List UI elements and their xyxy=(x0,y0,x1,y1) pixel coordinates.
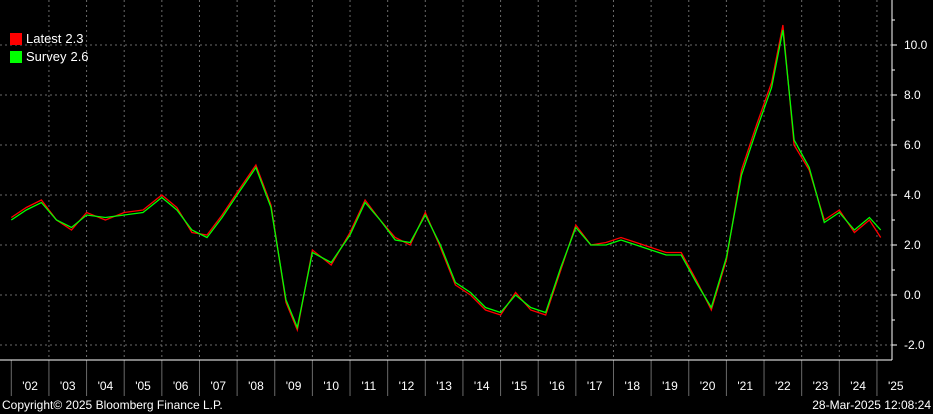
y-tick-label: 6.0 xyxy=(904,138,921,152)
legend-item-latest: Latest 2.3 xyxy=(10,30,89,48)
x-tick-label: '07 xyxy=(210,379,226,393)
x-tick-label: '12 xyxy=(399,379,415,393)
y-tick-label: 4.0 xyxy=(904,188,921,202)
x-tick-label: '20 xyxy=(700,379,716,393)
copyright-text: Copyright© 2025 Bloomberg Finance L.P. xyxy=(2,398,223,412)
timestamp-text: 28-Mar-2025 12:08:24 xyxy=(812,398,931,412)
x-tick-label: '14 xyxy=(474,379,490,393)
legend-swatch-survey xyxy=(10,51,22,63)
x-tick-label: '19 xyxy=(662,379,678,393)
x-tick-label: '04 xyxy=(98,379,114,393)
y-tick-label: 10.0 xyxy=(904,38,928,52)
line-chart: -2.0 0.0 2.0 4.0 6.0 8.0 10.0 '02 '03 '04 '05 '06 '0… xyxy=(0,0,928,396)
x-tick-label: '13 xyxy=(436,379,452,393)
x-tick-label: '24 xyxy=(850,379,866,393)
y-tick-label: -2.0 xyxy=(904,338,925,352)
x-tick-label: '11 xyxy=(361,379,376,393)
x-tick-label: '06 xyxy=(173,379,189,393)
x-tick-label: '03 xyxy=(60,379,76,393)
x-tick-label: '05 xyxy=(135,379,151,393)
legend-value-survey: 2.6 xyxy=(70,49,89,64)
x-tick-label: '16 xyxy=(549,379,565,393)
series-line-survey xyxy=(10,29,882,330)
x-tick-label: '10 xyxy=(323,379,339,393)
y-tick-label: 8.0 xyxy=(904,88,921,102)
x-tick-label: '15 xyxy=(512,379,528,393)
legend: Latest 2.3 Survey 2.6 xyxy=(10,30,89,66)
legend-label-survey: Survey xyxy=(26,49,67,64)
footer: Copyright© 2025 Bloomberg Finance L.P. 2… xyxy=(0,396,933,414)
y-tick-label: 0.0 xyxy=(904,288,921,302)
x-tick-label: '18 xyxy=(624,379,640,393)
x-tick-label: '25 xyxy=(888,379,904,393)
x-tick-label: '09 xyxy=(286,379,302,393)
x-tick-label: '22 xyxy=(775,379,791,393)
series-line-latest xyxy=(10,24,882,333)
legend-value-latest: 2.3 xyxy=(65,31,84,46)
x-tick-label: '21 xyxy=(737,379,753,393)
legend-item-survey: Survey 2.6 xyxy=(10,48,89,66)
x-tick-label: '08 xyxy=(248,379,264,393)
y-tick-label: 2.0 xyxy=(904,238,921,252)
legend-label-latest: Latest xyxy=(26,31,62,46)
x-tick-label: '17 xyxy=(587,379,603,393)
legend-swatch-latest xyxy=(10,33,22,45)
x-tick-label: '23 xyxy=(813,379,829,393)
x-tick-label: '02 xyxy=(22,379,38,393)
